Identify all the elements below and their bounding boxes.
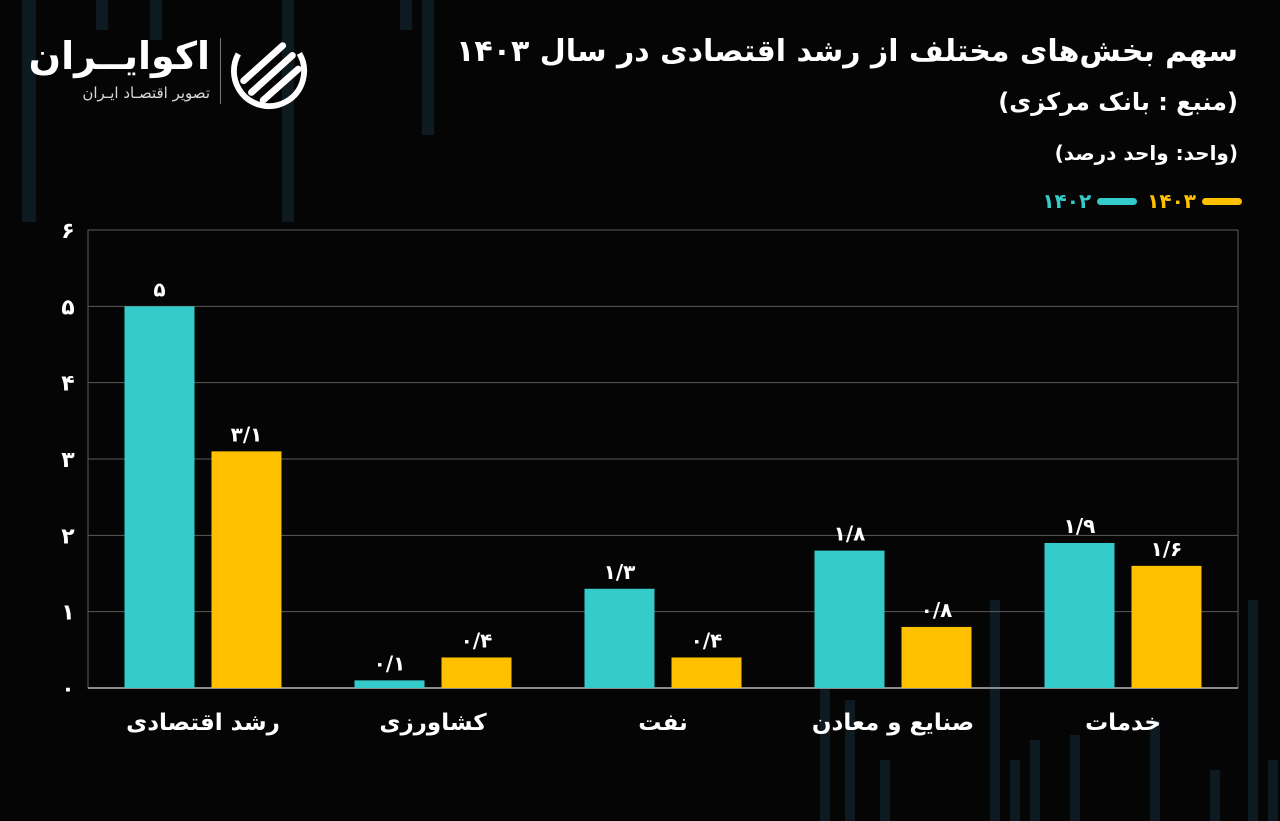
- bar-1402: [1044, 542, 1115, 688]
- bar-value-label: ۰/۴: [461, 628, 493, 652]
- bar-value-label: ۰/۸: [921, 598, 953, 622]
- bar-value-label: ۱/۸: [834, 522, 866, 546]
- logo-divider: [220, 38, 221, 104]
- x-category-label: خدمات: [1085, 710, 1161, 736]
- legend-item-1403: ۱۴۰۳: [1147, 189, 1242, 213]
- brand-logo: اکوایــران تصویر اقتصـاد ایـران: [29, 30, 318, 110]
- y-tick-label: ۲: [61, 524, 75, 549]
- bar-1403: [1131, 565, 1202, 688]
- bar-1402: [814, 550, 885, 688]
- y-tick-label: ۵: [61, 295, 74, 320]
- bar-1402: [584, 588, 655, 688]
- x-category-label: رشد اقتصادی: [126, 710, 280, 736]
- y-tick-label: ۳: [61, 448, 75, 473]
- legend-label-1402: ۱۴۰۲: [1042, 189, 1092, 213]
- legend-label-1403: ۱۴۰۳: [1147, 189, 1196, 213]
- bar-value-label: ۱/۳: [604, 560, 636, 584]
- bar-value-label: ۰/۱: [374, 651, 406, 675]
- bar-value-label: ۱/۹: [1064, 514, 1096, 538]
- chart-title: سهم بخش‌های مختلف از رشد اقتصادی در سال …: [456, 34, 1238, 69]
- bar-value-label: ۳/۱: [231, 422, 263, 446]
- legend: ۱۴۰۳ ۱۴۰۲: [1042, 186, 1242, 216]
- bar-1402: [354, 680, 425, 688]
- bar-1403: [671, 657, 742, 688]
- chart-unit: (واحد: واحد درصد): [1054, 141, 1238, 165]
- bar-1403: [901, 626, 972, 688]
- x-category-label: کشاورزی: [379, 710, 487, 736]
- y-tick-label: ۴: [61, 372, 74, 397]
- legend-item-1402: ۱۴۰۲: [1042, 189, 1138, 213]
- bar-value-label: ۵: [153, 277, 165, 301]
- y-tick-label: ۶: [61, 219, 74, 244]
- legend-swatch-1403: [1202, 197, 1242, 205]
- bar-value-label: ۱/۶: [1151, 537, 1183, 561]
- bar-1403: [441, 657, 512, 688]
- x-category-label: صنایع و معادن: [812, 710, 974, 736]
- x-category-label: نفت: [638, 710, 688, 736]
- bar-value-label: ۰/۴: [691, 628, 723, 652]
- brand-mark-icon: [230, 32, 308, 110]
- bar-1403: [211, 451, 282, 688]
- bar-1402: [124, 306, 195, 688]
- y-tick-label: ۰: [61, 677, 74, 702]
- legend-swatch-1402: [1097, 197, 1138, 205]
- brand-tagline: تصویر اقتصـاد ایـران: [82, 84, 210, 102]
- y-tick-label: ۱: [61, 601, 74, 626]
- brand-name: اکوایــران: [28, 34, 210, 78]
- chart-source: (منبع : بانک مرکزی): [998, 88, 1238, 116]
